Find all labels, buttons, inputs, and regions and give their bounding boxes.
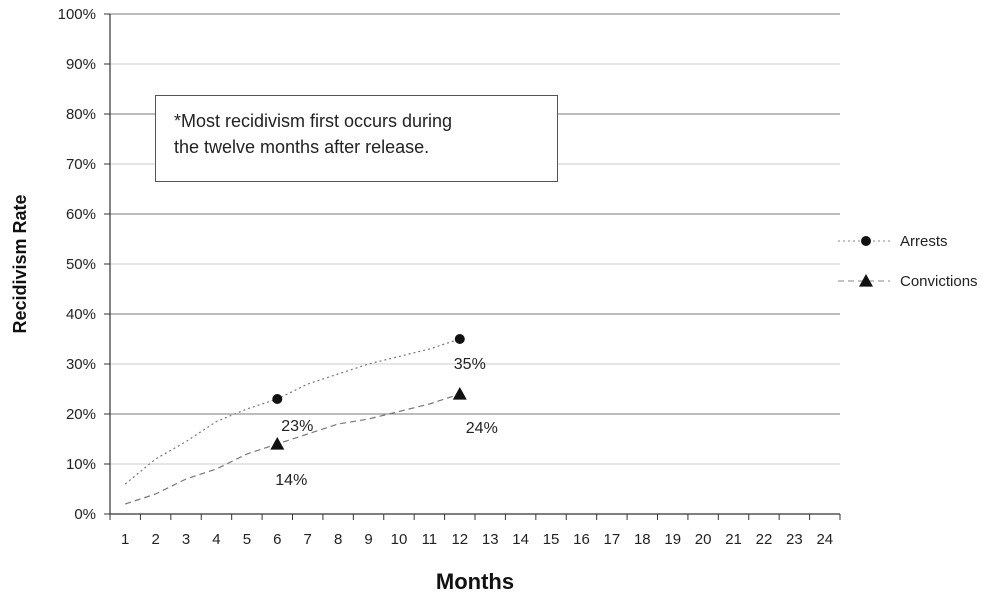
y-tick-label: 30% xyxy=(66,356,96,373)
y-axis-title: Recidivism Rate xyxy=(10,194,30,333)
data-labels: 23% 35% 14% 24% xyxy=(275,356,498,489)
x-tick-label: 2 xyxy=(151,531,159,548)
x-tick-label: 7 xyxy=(304,531,312,548)
x-tick-label: 11 xyxy=(422,531,438,548)
circle-marker xyxy=(454,334,465,344)
series-line-convictions xyxy=(125,393,460,505)
data-label: 23% xyxy=(281,418,313,435)
x-tick-label: 12 xyxy=(451,531,468,548)
y-tick-label: 40% xyxy=(66,306,96,323)
annotation-line-1: *Most recidivism first occurs during xyxy=(174,111,453,131)
y-tick-label: 20% xyxy=(66,406,96,423)
axes xyxy=(104,13,841,520)
x-tick-label: 14 xyxy=(512,531,529,548)
y-tick-label: 60% xyxy=(66,206,96,223)
x-tick-label: 15 xyxy=(543,531,560,548)
y-tick-label: 0% xyxy=(74,506,96,523)
x-tick-labels: 1 2 3 4 5 6 7 8 9 10 11 12 13 14 15 16 17 18 19 20 21 22 23 24 xyxy=(121,531,833,548)
legend-label: Arrests xyxy=(900,233,948,250)
x-tick-label: 10 xyxy=(391,531,408,548)
x-tick-label: 3 xyxy=(182,531,190,548)
x-axis-title: Months xyxy=(436,569,514,594)
x-tick-label: 6 xyxy=(273,531,281,548)
y-tick-label: 80% xyxy=(66,106,96,123)
x-tick-label: 5 xyxy=(243,531,251,548)
annotation-line-2: the twelve months after release. xyxy=(174,137,430,157)
series-line-arrests xyxy=(124,338,460,485)
x-tick-label: 19 xyxy=(664,531,681,548)
legend-label: Convictions xyxy=(900,273,978,290)
x-tick-label: 4 xyxy=(212,531,220,548)
circle-marker xyxy=(272,394,283,404)
x-tick-label: 23 xyxy=(786,531,803,548)
x-tick-label: 22 xyxy=(756,531,773,548)
x-tick-label: 13 xyxy=(482,531,499,548)
y-tick-label: 90% xyxy=(66,56,96,73)
y-tick-label: 50% xyxy=(66,256,96,273)
triangle-marker xyxy=(270,437,285,450)
x-tick-label: 24 xyxy=(816,531,833,548)
triangle-marker xyxy=(859,274,873,287)
x-tick-label: 21 xyxy=(725,531,742,548)
legend: Arrests Convictions xyxy=(838,233,978,290)
y-tick-labels: 0% 10% 20% 30% 40% 50% 60% 70% 80% 90% 100% xyxy=(58,6,96,523)
data-label: 14% xyxy=(275,472,307,489)
y-tick-label: 70% xyxy=(66,156,96,173)
annotation-box: *Most recidivism first occurs during the… xyxy=(155,95,558,182)
circle-marker xyxy=(861,236,871,246)
data-label: 24% xyxy=(466,420,498,437)
x-tick-label: 8 xyxy=(334,531,342,548)
data-label: 35% xyxy=(454,356,486,373)
x-tick-label: 16 xyxy=(573,531,590,548)
x-tick-label: 17 xyxy=(604,531,621,548)
x-tick-label: 1 xyxy=(121,531,129,548)
y-tick-label: 10% xyxy=(66,456,96,473)
y-tick-label: 100% xyxy=(58,6,96,23)
triangle-marker xyxy=(452,387,467,400)
x-tick-label: 18 xyxy=(634,531,651,548)
series-group xyxy=(124,334,467,505)
x-tick-label: 9 xyxy=(364,531,372,548)
gridlines xyxy=(110,13,840,465)
x-tick-label: 20 xyxy=(695,531,712,548)
